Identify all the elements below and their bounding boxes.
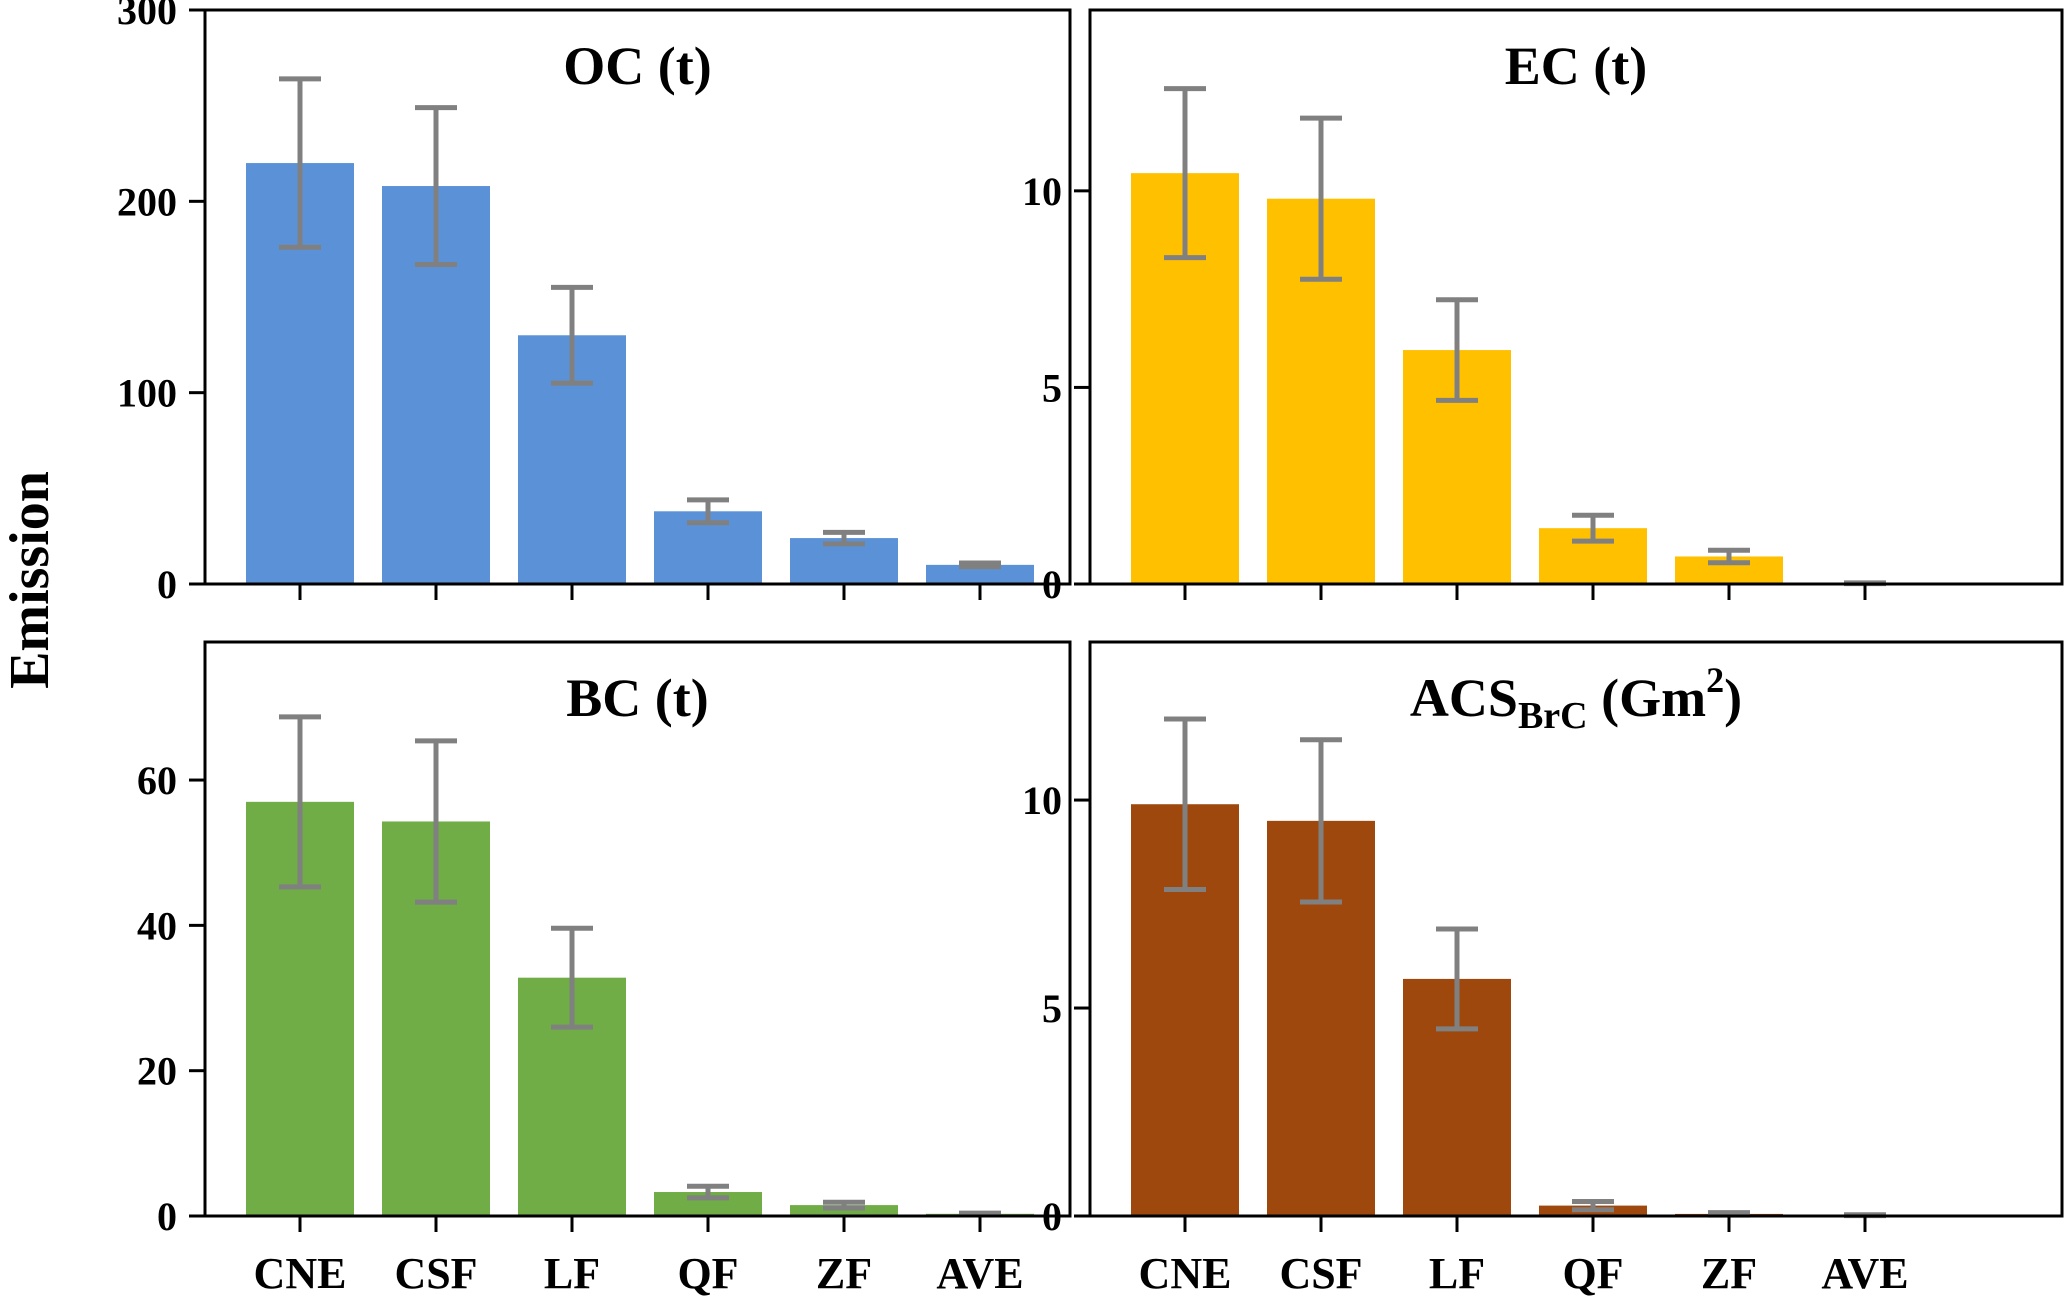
error-bar-bc-cne	[279, 714, 321, 890]
y-tick-label: 5	[1042, 365, 1062, 410]
x-tick-label-csf: CSF	[394, 1249, 477, 1298]
panel-title-main: ACS	[1410, 668, 1518, 728]
error-bar-oc-csf	[415, 105, 457, 267]
panel-bc: CNE CSF LF QF ZF AVE 0 20 40 60 BC (t)	[137, 640, 1072, 1298]
error-bar-bc-qf	[687, 1183, 729, 1201]
y-axis-label: Emission	[0, 471, 61, 689]
x-tick-label-qf: QF	[1562, 1249, 1623, 1298]
x-tick-label-zf: ZF	[1701, 1249, 1757, 1298]
error-bar-bc-csf	[415, 738, 457, 905]
error-bar-oc-cne	[279, 76, 321, 250]
x-tick-label-lf: LF	[544, 1249, 600, 1298]
x-tick-label-zf: ZF	[816, 1249, 872, 1298]
y-tick-label: 0	[157, 562, 177, 607]
y-tick-label: 10	[1022, 169, 1062, 214]
x-tick-label-cne: CNE	[1139, 1249, 1232, 1298]
error-bar-oc-ave	[959, 560, 1001, 570]
panel-title-superscript: 2	[1706, 660, 1724, 700]
panel-title-unit: (Gm	[1588, 668, 1706, 728]
error-bar-bc-lf	[551, 925, 593, 1030]
y-tick-label: 5	[1042, 986, 1062, 1031]
panel-frame-ec	[1088, 8, 2064, 586]
error-bar-bc-ave	[959, 1210, 1001, 1218]
panel-frame-oc	[203, 8, 1072, 586]
error-bar-acs-lf	[1436, 926, 1478, 1032]
y-tick-label: 0	[1042, 1194, 1062, 1239]
error-bar-oc-lf	[551, 284, 593, 386]
bar-bc-zf	[790, 1205, 898, 1216]
panel-title-bc: BC (t)	[566, 668, 708, 728]
y-tick-label: 60	[137, 758, 177, 803]
x-tick-label-cne: CNE	[254, 1249, 347, 1298]
panel-title-subscript: BrC	[1518, 695, 1588, 737]
x-tick-label-ave: AVE	[1821, 1249, 1908, 1298]
error-bar-acs-csf	[1300, 737, 1342, 905]
panel-ec: 0 5 10 EC (t)	[1022, 8, 2064, 607]
error-bar-oc-qf	[687, 497, 729, 526]
error-bar-ec-cne	[1164, 86, 1206, 261]
y-tick-label: 40	[137, 903, 177, 948]
panel-frame-bc	[203, 640, 1072, 1218]
error-bar-ec-qf	[1572, 512, 1614, 544]
y-tick-label: 200	[117, 179, 177, 224]
error-bar-acs-cne	[1164, 716, 1206, 892]
error-bar-ec-csf	[1300, 115, 1342, 282]
x-tick-label-ave: AVE	[936, 1249, 1023, 1298]
error-bar-bc-zf	[823, 1199, 865, 1211]
panel-title-oc: OC (t)	[563, 36, 711, 96]
panel-title-acs: ACSBrC (Gm2)	[1410, 660, 1742, 737]
y-tick-label: 100	[117, 371, 177, 416]
panel-title-close: )	[1724, 668, 1742, 728]
error-bar-oc-zf	[823, 529, 865, 547]
y-tick-label: 10	[1022, 778, 1062, 823]
x-tick-label-csf: CSF	[1279, 1249, 1362, 1298]
y-tick-label: 0	[157, 1194, 177, 1239]
y-tick-label: 300	[117, 0, 177, 33]
panel-title-ec: EC (t)	[1505, 36, 1647, 96]
panel-frame-acs	[1088, 640, 2064, 1218]
y-tick-label: 0	[1042, 562, 1062, 607]
error-bar-acs-qf	[1572, 1198, 1614, 1213]
bar-oc-ave	[926, 564, 1034, 584]
error-bar-ec-lf	[1436, 297, 1478, 403]
bar-bc-qf	[654, 1192, 762, 1216]
panel-acs: CNE CSF LF QF ZF AVE 0 5 10 ACSBrC (Gm2)	[1022, 640, 2064, 1298]
x-tick-label-lf: LF	[1429, 1249, 1485, 1298]
y-tick-label: 20	[137, 1049, 177, 1094]
x-tick-label-qf: QF	[677, 1249, 738, 1298]
error-bar-ec-zf	[1708, 547, 1750, 566]
